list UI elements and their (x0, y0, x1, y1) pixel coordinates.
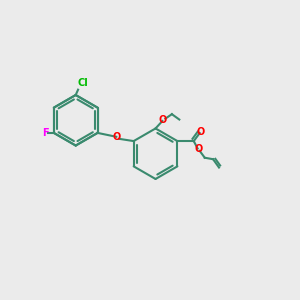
Text: Cl: Cl (77, 79, 88, 88)
Text: F: F (42, 128, 49, 138)
Text: O: O (196, 127, 204, 137)
Text: O: O (159, 115, 167, 125)
Text: O: O (194, 144, 202, 154)
Text: O: O (113, 132, 121, 142)
